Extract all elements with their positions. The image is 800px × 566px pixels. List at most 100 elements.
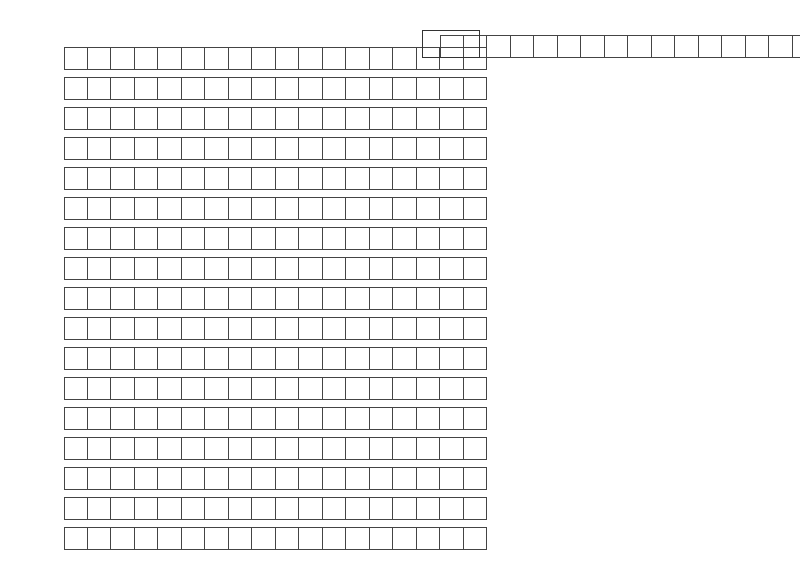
grid-cell xyxy=(135,377,159,400)
grid-cell xyxy=(346,527,370,550)
grid-cell xyxy=(581,35,605,58)
grid-cell xyxy=(346,317,370,340)
grid-cell xyxy=(182,377,206,400)
grid-cell xyxy=(276,47,300,70)
grid-cell xyxy=(464,377,488,400)
grid-cell xyxy=(158,287,182,310)
grid-cell xyxy=(323,347,347,370)
grid-cell xyxy=(417,377,441,400)
grid-cell xyxy=(299,107,323,130)
grid-cell xyxy=(88,527,112,550)
grid-cell xyxy=(182,467,206,490)
grid-cell xyxy=(111,77,135,100)
grid-cell xyxy=(464,137,488,160)
grid-cell xyxy=(182,107,206,130)
grid-cell xyxy=(88,437,112,460)
grid-cell xyxy=(229,527,253,550)
grid-cell xyxy=(393,257,417,280)
grid-cell xyxy=(111,137,135,160)
grid-cell xyxy=(252,527,276,550)
grid-cell xyxy=(440,107,464,130)
grid-cell xyxy=(88,137,112,160)
grid-cell xyxy=(440,77,464,100)
grid-cell xyxy=(182,407,206,430)
grid-cell xyxy=(88,317,112,340)
grid-cell xyxy=(135,527,159,550)
grid-cell xyxy=(464,407,488,430)
grid-cell xyxy=(205,467,229,490)
grid-cell xyxy=(205,77,229,100)
grid-cell xyxy=(417,287,441,310)
grid-cell xyxy=(135,407,159,430)
grid-cell xyxy=(323,287,347,310)
grid-cell xyxy=(252,47,276,70)
grid-cell xyxy=(299,227,323,250)
grid-cell xyxy=(440,467,464,490)
grid-cell xyxy=(276,527,300,550)
grid-cell xyxy=(440,497,464,520)
grid-cell xyxy=(393,317,417,340)
grid-cell xyxy=(64,467,88,490)
grid-body-row xyxy=(64,137,487,160)
grid-cell xyxy=(205,257,229,280)
grid-cell xyxy=(393,137,417,160)
grid-cell xyxy=(276,437,300,460)
grid-cell xyxy=(158,47,182,70)
grid-cell xyxy=(299,287,323,310)
grid-cell xyxy=(158,167,182,190)
grid-cell xyxy=(158,197,182,220)
grid-body-row xyxy=(64,77,487,100)
grid-cell xyxy=(158,137,182,160)
grid-cell xyxy=(323,467,347,490)
grid-cell xyxy=(135,197,159,220)
grid-cell xyxy=(111,197,135,220)
grid-cell xyxy=(346,197,370,220)
grid-cell xyxy=(135,467,159,490)
grid-cell xyxy=(417,437,441,460)
grid-cell xyxy=(182,437,206,460)
grid-cell xyxy=(64,107,88,130)
grid-cell xyxy=(464,467,488,490)
grid-cell xyxy=(252,467,276,490)
grid-cell xyxy=(64,47,88,70)
grid-cell xyxy=(111,107,135,130)
grid-cell xyxy=(370,257,394,280)
grid-cell xyxy=(370,407,394,430)
grid-cell xyxy=(111,497,135,520)
grid-cell xyxy=(346,437,370,460)
grid-cell xyxy=(276,347,300,370)
grid-cell xyxy=(346,347,370,370)
grid-cell xyxy=(323,137,347,160)
grid-cell xyxy=(346,497,370,520)
grid-cell xyxy=(88,77,112,100)
grid-cell xyxy=(158,437,182,460)
grid-cell xyxy=(229,227,253,250)
grid-cell xyxy=(158,377,182,400)
grid-cell xyxy=(652,35,676,58)
grid-cell xyxy=(88,467,112,490)
grid-cell xyxy=(252,407,276,430)
grid-cell xyxy=(370,167,394,190)
grid-cell xyxy=(276,137,300,160)
grid-cell xyxy=(393,167,417,190)
grid-cell xyxy=(158,227,182,250)
grid-cell xyxy=(346,47,370,70)
grid-cell xyxy=(393,47,417,70)
grid-cell xyxy=(323,227,347,250)
grid-cell xyxy=(229,47,253,70)
grid-cell xyxy=(464,227,488,250)
grid-cell xyxy=(464,107,488,130)
grid-top-row xyxy=(440,35,800,58)
grid-cell xyxy=(229,197,253,220)
grid-cell xyxy=(205,107,229,130)
grid-cell xyxy=(393,467,417,490)
grid-cell xyxy=(393,77,417,100)
grid-cell xyxy=(229,257,253,280)
grid-cell xyxy=(252,377,276,400)
grid-cell xyxy=(417,497,441,520)
grid-cell xyxy=(88,287,112,310)
grid-cell xyxy=(135,47,159,70)
grid-body-row xyxy=(64,407,487,430)
grid-cell xyxy=(88,497,112,520)
grid-cell xyxy=(229,467,253,490)
